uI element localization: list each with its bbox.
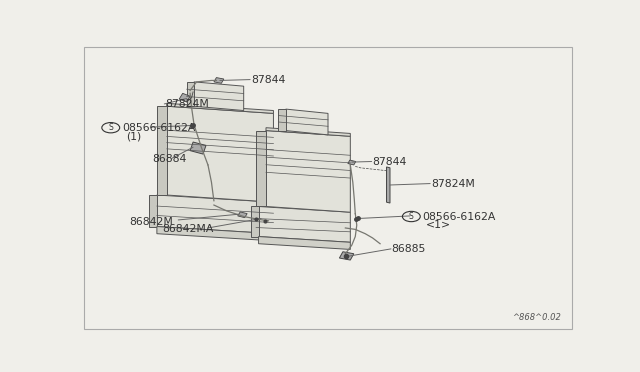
Text: (1): (1) <box>125 131 141 141</box>
Polygon shape <box>278 109 286 131</box>
Polygon shape <box>167 106 273 202</box>
Text: 87844: 87844 <box>372 157 407 167</box>
Text: <1>: <1> <box>426 220 451 230</box>
Polygon shape <box>339 252 354 260</box>
Polygon shape <box>237 212 247 218</box>
Polygon shape <box>157 195 273 234</box>
Text: 86884: 86884 <box>152 154 186 164</box>
Polygon shape <box>259 237 350 250</box>
Polygon shape <box>194 82 244 110</box>
Polygon shape <box>251 206 259 237</box>
Text: S: S <box>409 212 413 221</box>
Polygon shape <box>214 78 224 83</box>
Text: 86842MA: 86842MA <box>162 224 213 234</box>
Polygon shape <box>150 195 157 227</box>
Polygon shape <box>157 106 167 195</box>
Polygon shape <box>266 128 350 136</box>
Text: 87824M: 87824M <box>165 99 209 109</box>
Polygon shape <box>286 109 328 135</box>
Text: ^868^0.02: ^868^0.02 <box>512 314 561 323</box>
Polygon shape <box>179 93 190 102</box>
Polygon shape <box>266 131 350 212</box>
Polygon shape <box>259 206 350 242</box>
Polygon shape <box>167 103 273 113</box>
Text: 86842M: 86842M <box>129 217 173 227</box>
Text: 87844: 87844 <box>251 74 285 84</box>
Text: 08566-6162A: 08566-6162A <box>423 212 496 221</box>
Text: 86885: 86885 <box>391 244 426 254</box>
Polygon shape <box>387 167 390 203</box>
Text: 87824M: 87824M <box>431 179 475 189</box>
Text: S: S <box>108 123 113 132</box>
Polygon shape <box>157 227 273 241</box>
Text: 08566-6162A: 08566-6162A <box>122 123 196 133</box>
Polygon shape <box>187 82 194 106</box>
Polygon shape <box>348 160 356 165</box>
Polygon shape <box>190 142 206 154</box>
Polygon shape <box>256 131 266 206</box>
